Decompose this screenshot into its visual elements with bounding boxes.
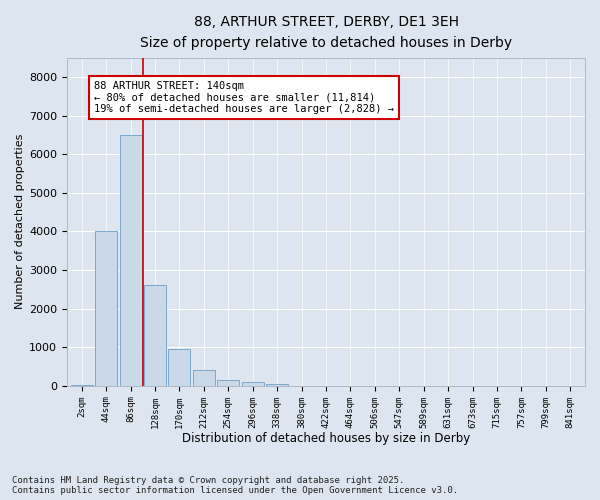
Text: 88 ARTHUR STREET: 140sqm
← 80% of detached houses are smaller (11,814)
19% of se: 88 ARTHUR STREET: 140sqm ← 80% of detach… bbox=[94, 81, 394, 114]
Bar bbox=[242, 382, 264, 386]
Text: Contains HM Land Registry data © Crown copyright and database right 2025.
Contai: Contains HM Land Registry data © Crown c… bbox=[12, 476, 458, 495]
Bar bbox=[266, 384, 288, 386]
Bar bbox=[119, 135, 142, 386]
Bar bbox=[169, 349, 190, 386]
Y-axis label: Number of detached properties: Number of detached properties bbox=[15, 134, 25, 310]
Bar bbox=[144, 286, 166, 386]
Bar bbox=[95, 232, 117, 386]
Title: 88, ARTHUR STREET, DERBY, DE1 3EH
Size of property relative to detached houses i: 88, ARTHUR STREET, DERBY, DE1 3EH Size o… bbox=[140, 15, 512, 50]
Bar bbox=[217, 380, 239, 386]
X-axis label: Distribution of detached houses by size in Derby: Distribution of detached houses by size … bbox=[182, 432, 470, 445]
Bar bbox=[193, 370, 215, 386]
